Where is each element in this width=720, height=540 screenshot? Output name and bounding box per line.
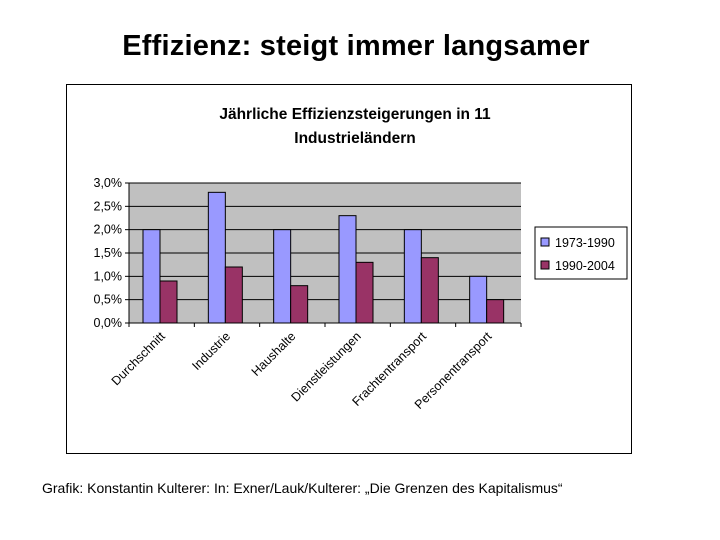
- y-tick-label: 1,0%: [94, 269, 123, 283]
- y-tick-label: 3,0%: [94, 176, 123, 190]
- bar-series-2: [224, 266, 243, 324]
- bar-series-2: [355, 261, 374, 324]
- legend: 1973-1990 1990-2004: [534, 226, 628, 280]
- legend-label: 1973-1990: [555, 236, 615, 250]
- legend-label: 1990-2004: [555, 259, 615, 273]
- bar-series-1: [142, 229, 161, 324]
- legend-swatch: [540, 237, 550, 247]
- bar-series-2: [420, 257, 439, 324]
- legend-swatch: [540, 260, 550, 270]
- bar-series-1: [403, 229, 422, 324]
- bar-series-1: [469, 275, 488, 324]
- y-tick-label: 2,0%: [94, 223, 123, 237]
- chart-title-line-2: Industrieländern: [294, 130, 415, 147]
- category-label: Haushalte: [249, 329, 299, 379]
- chart-title-line-1: Jährliche Effizienzsteigerungen in 11: [219, 106, 491, 123]
- legend-box: [534, 226, 628, 280]
- chart-container: Jährliche Effizienzsteigerungen in 11 In…: [66, 84, 632, 454]
- bar-series-2: [290, 285, 309, 324]
- y-tick-label: 1,5%: [94, 246, 123, 260]
- plot-area: 0,0% 0,5% 1,0% 1,5% 2,0% 2,5% 3,0% Durchschnitt…: [94, 176, 522, 412]
- y-tick-label: 2,5%: [94, 199, 123, 213]
- bar-series-1: [273, 229, 292, 324]
- bar-series-2: [486, 299, 505, 324]
- bar-series-2: [159, 280, 178, 324]
- category-label: Dienstleistungen: [289, 329, 364, 404]
- y-tick-label: 0,5%: [94, 293, 123, 307]
- y-tick-label: 0,0%: [94, 316, 123, 330]
- bar-series-1: [338, 215, 357, 324]
- category-label: Industrie: [189, 329, 233, 373]
- page-title: Effizienz: steigt immer langsamer: [122, 30, 590, 62]
- bar-series-1: [207, 191, 226, 324]
- source-caption: Grafik: Konstantin Kulterer: In: Exner/L…: [42, 480, 563, 496]
- category-label: Durchschnitt: [109, 329, 168, 388]
- bar-chart: Jährliche Effizienzsteigerungen in 11 In…: [94, 106, 628, 412]
